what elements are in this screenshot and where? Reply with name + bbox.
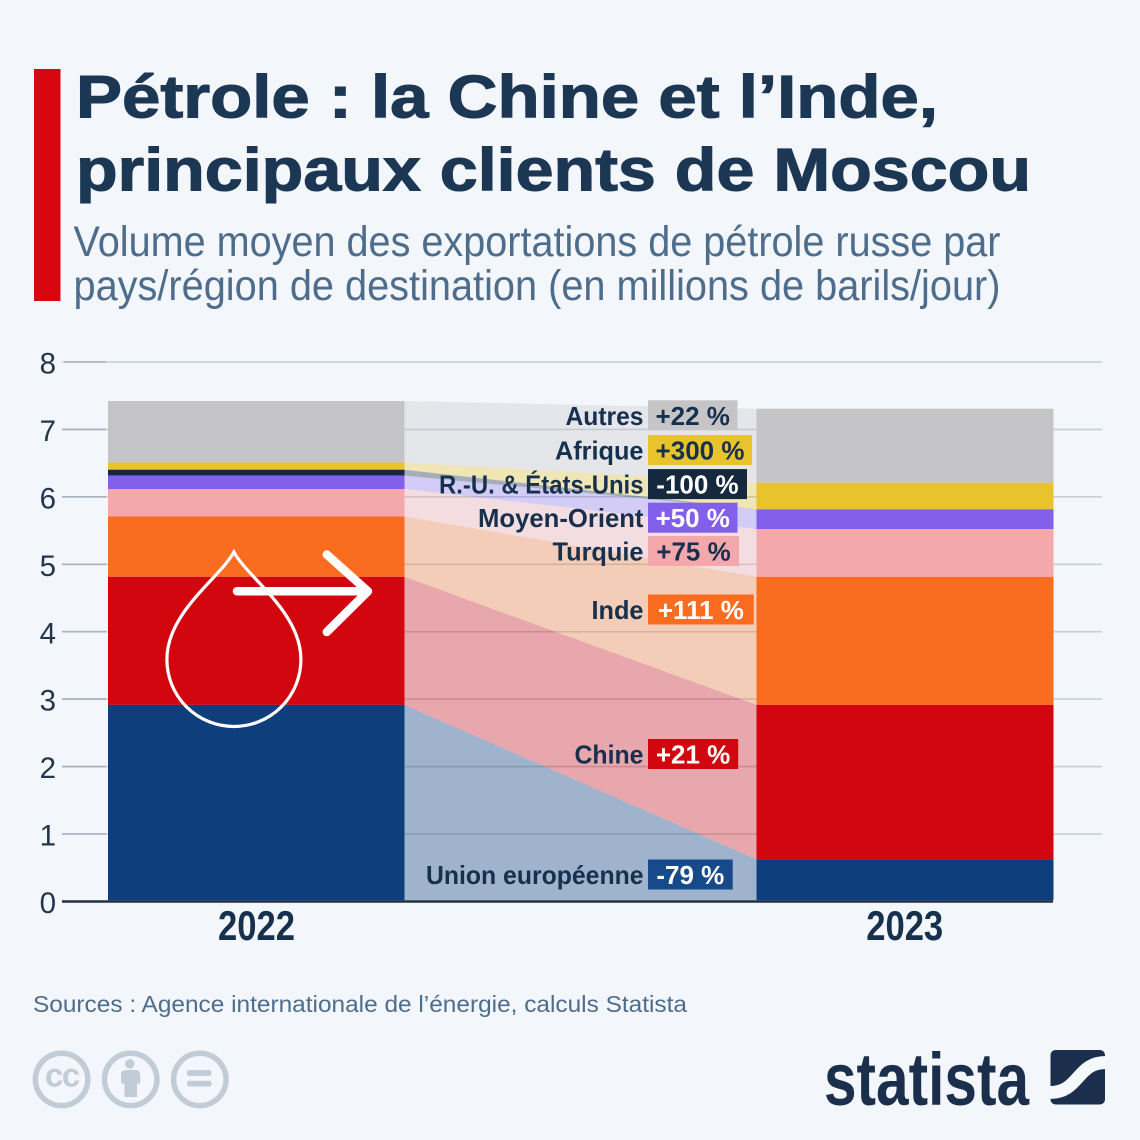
svg-text:statista: statista [824, 1038, 1030, 1121]
svg-text:5: 5 [40, 550, 56, 583]
svg-text:Volume moyen des exportations: Volume moyen des exportations de pétrole… [74, 218, 1001, 266]
svg-text:principaux clients de Moscou: principaux clients de Moscou [76, 137, 1031, 204]
svg-text:Turquie: Turquie [553, 537, 644, 567]
svg-text:+50 %: +50 % [655, 503, 729, 533]
svg-text:-79 %: -79 % [656, 860, 724, 890]
svg-text:R.-U. & États-Unis: R.-U. & États-Unis [439, 470, 644, 500]
svg-text:0: 0 [40, 887, 56, 920]
svg-text:+22 %: +22 % [655, 401, 729, 431]
svg-text:4: 4 [40, 617, 56, 650]
svg-text:+21 %: +21 % [656, 740, 730, 770]
svg-text:1: 1 [40, 820, 56, 853]
svg-text:Chine: Chine [575, 740, 644, 770]
svg-text:Moyen-Orient: Moyen-Orient [478, 503, 644, 533]
svg-text:-100 %: -100 % [656, 470, 738, 500]
svg-text:Pétrole : la Chine et l’Inde,: Pétrole : la Chine et l’Inde, [76, 64, 938, 131]
svg-text:2022: 2022 [218, 902, 295, 949]
svg-text:cc: cc [45, 1057, 80, 1094]
svg-text:+111 %: +111 % [658, 595, 744, 625]
svg-text:2: 2 [40, 752, 56, 785]
svg-text:+75 %: +75 % [656, 537, 730, 567]
svg-text:Afrique: Afrique [555, 436, 644, 466]
svg-text:8: 8 [40, 348, 56, 381]
svg-text:2023: 2023 [866, 902, 943, 949]
svg-text:Autres: Autres [566, 401, 644, 431]
svg-text:pays/région de destination (en: pays/région de destination (en millions … [74, 262, 1001, 310]
svg-text:Inde: Inde [592, 595, 644, 625]
svg-text:Sources : Agence international: Sources : Agence internationale de l’éne… [33, 991, 687, 1017]
svg-text:3: 3 [40, 685, 56, 718]
svg-text:Union européenne: Union européenne [426, 860, 644, 890]
svg-text:7: 7 [40, 415, 56, 448]
svg-text:+300 %: +300 % [656, 436, 745, 466]
svg-text:6: 6 [40, 482, 56, 515]
